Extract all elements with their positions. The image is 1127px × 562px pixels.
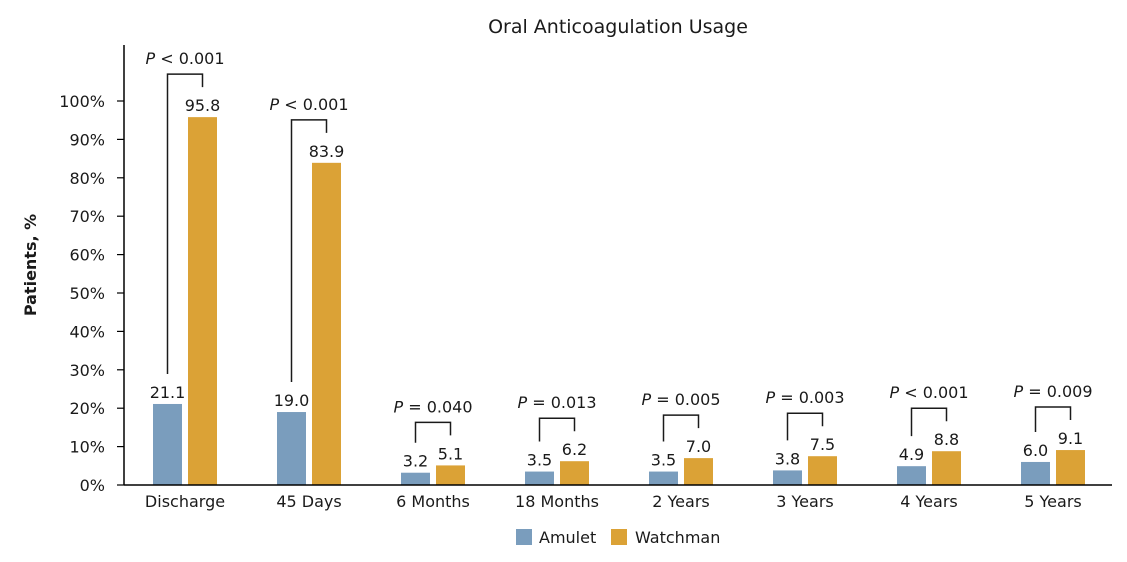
- y-tick-label: 10%: [69, 438, 105, 457]
- y-tick-label: 70%: [69, 207, 105, 226]
- value-label-watchman: 8.8: [934, 430, 959, 449]
- x-category-label: 5 Years: [1024, 492, 1081, 511]
- value-label-amulet: 3.8: [775, 449, 800, 468]
- value-label-watchman: 83.9: [309, 142, 345, 161]
- value-label-amulet: 3.2: [403, 452, 428, 471]
- p-value-label: P = 0.005: [641, 390, 720, 409]
- x-category-label: Discharge: [145, 492, 225, 511]
- x-category-label: 18 Months: [515, 492, 599, 511]
- bar-amulet-4: [649, 472, 678, 485]
- value-label-amulet: 19.0: [274, 391, 310, 410]
- y-tick-label: 60%: [69, 246, 105, 265]
- y-axis-label: Patients, %: [21, 214, 40, 316]
- value-label-amulet: 21.1: [150, 383, 186, 402]
- bar-watchman-2: [436, 465, 465, 485]
- bar-watchman-0: [188, 117, 217, 485]
- bar-watchman-5: [808, 456, 837, 485]
- bar-watchman-7: [1056, 450, 1085, 485]
- legend-swatch-amulet: [516, 529, 532, 545]
- bar-amulet-6: [897, 466, 926, 485]
- value-label-amulet: 4.9: [899, 445, 924, 464]
- p-value-label: P = 0.013: [517, 393, 596, 412]
- y-tick-label: 50%: [69, 284, 105, 303]
- value-label-watchman: 9.1: [1058, 429, 1083, 448]
- y-tick-label: 90%: [69, 130, 105, 149]
- legend: Amulet Watchman: [516, 528, 720, 547]
- bar-amulet-2: [401, 473, 430, 485]
- bar-amulet-0: [153, 404, 182, 485]
- y-axis-ticks: 0% 10% 20% 30% 40% 50% 60% 70% 80% 90% 100%: [59, 92, 124, 495]
- bar-chart: Oral Anticoagulation Usage Patients, % 0…: [0, 0, 1127, 562]
- x-axis-categories: Discharge 45 Days 6 Months 18 Months 2 Years…: [145, 492, 1082, 511]
- legend-label-watchman: Watchman: [635, 528, 720, 547]
- bar-watchman-3: [560, 461, 589, 485]
- value-label-watchman: 7.0: [686, 437, 711, 456]
- p-value-brackets-layer: P < 0.001 P < 0.001 P = 0.040 P = 0.013 P = …: [145, 49, 1092, 443]
- x-category-label: 3 Years: [776, 492, 833, 511]
- x-category-label: 6 Months: [396, 492, 470, 511]
- x-category-label: 2 Years: [652, 492, 709, 511]
- legend-swatch-watchman: [611, 529, 627, 545]
- x-category-label: 45 Days: [276, 492, 341, 511]
- y-tick-label: 0%: [80, 476, 105, 495]
- y-tick-label: 30%: [69, 361, 105, 380]
- y-tick-label: 80%: [69, 169, 105, 188]
- bar-amulet-1: [277, 412, 306, 485]
- p-value-label: P = 0.003: [765, 388, 844, 407]
- bar-amulet-5: [773, 470, 802, 485]
- value-label-watchman: 5.1: [438, 444, 463, 463]
- p-value-label: P < 0.001: [889, 383, 968, 402]
- p-value-bracket: [416, 422, 451, 442]
- bar-watchman-1: [312, 163, 341, 485]
- value-label-watchman: 95.8: [185, 96, 221, 115]
- p-value-label: P < 0.001: [269, 95, 348, 114]
- bar-amulet-7: [1021, 462, 1050, 485]
- y-tick-label: 20%: [69, 399, 105, 418]
- value-label-amulet: 6.0: [1023, 441, 1048, 460]
- y-tick-label: 100%: [59, 92, 105, 111]
- bar-watchman-6: [932, 451, 961, 485]
- bar-amulet-3: [525, 472, 554, 485]
- value-label-watchman: 7.5: [810, 435, 835, 454]
- y-tick-label: 40%: [69, 322, 105, 341]
- value-label-amulet: 3.5: [651, 451, 676, 470]
- p-value-label: P < 0.001: [145, 49, 224, 68]
- value-label-watchman: 6.2: [562, 440, 587, 459]
- p-value-bracket: [540, 418, 575, 441]
- bar-watchman-4: [684, 458, 713, 485]
- legend-label-amulet: Amulet: [539, 528, 596, 547]
- x-category-label: 4 Years: [900, 492, 957, 511]
- value-label-amulet: 3.5: [527, 451, 552, 470]
- p-value-label: P = 0.040: [393, 397, 472, 416]
- chart-title: Oral Anticoagulation Usage: [488, 16, 748, 38]
- p-value-label: P = 0.009: [1013, 382, 1092, 401]
